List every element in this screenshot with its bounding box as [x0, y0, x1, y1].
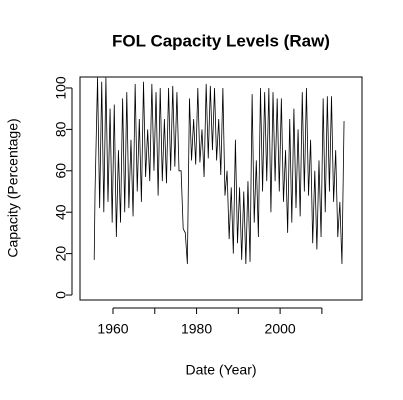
- x-axis-label: Date (Year): [185, 362, 256, 378]
- y-axis-label: Capacity (Percentage): [5, 118, 21, 257]
- x-tick-label: 1960: [97, 321, 128, 337]
- y-tick-label: 0: [53, 291, 69, 299]
- y-tick-label: 60: [53, 163, 69, 179]
- y-tick-label: 20: [53, 246, 69, 262]
- plot-box: [79, 76, 363, 301]
- x-tick-label: 2000: [265, 321, 296, 337]
- y-tick-label: 100: [53, 76, 69, 100]
- chart-title: FOL Capacity Levels (Raw): [112, 31, 330, 50]
- y-tick-label: 80: [53, 121, 69, 137]
- x-tick-label: 1980: [181, 321, 212, 337]
- data-line: [93, 77, 345, 264]
- y-tick-label: 40: [53, 204, 69, 220]
